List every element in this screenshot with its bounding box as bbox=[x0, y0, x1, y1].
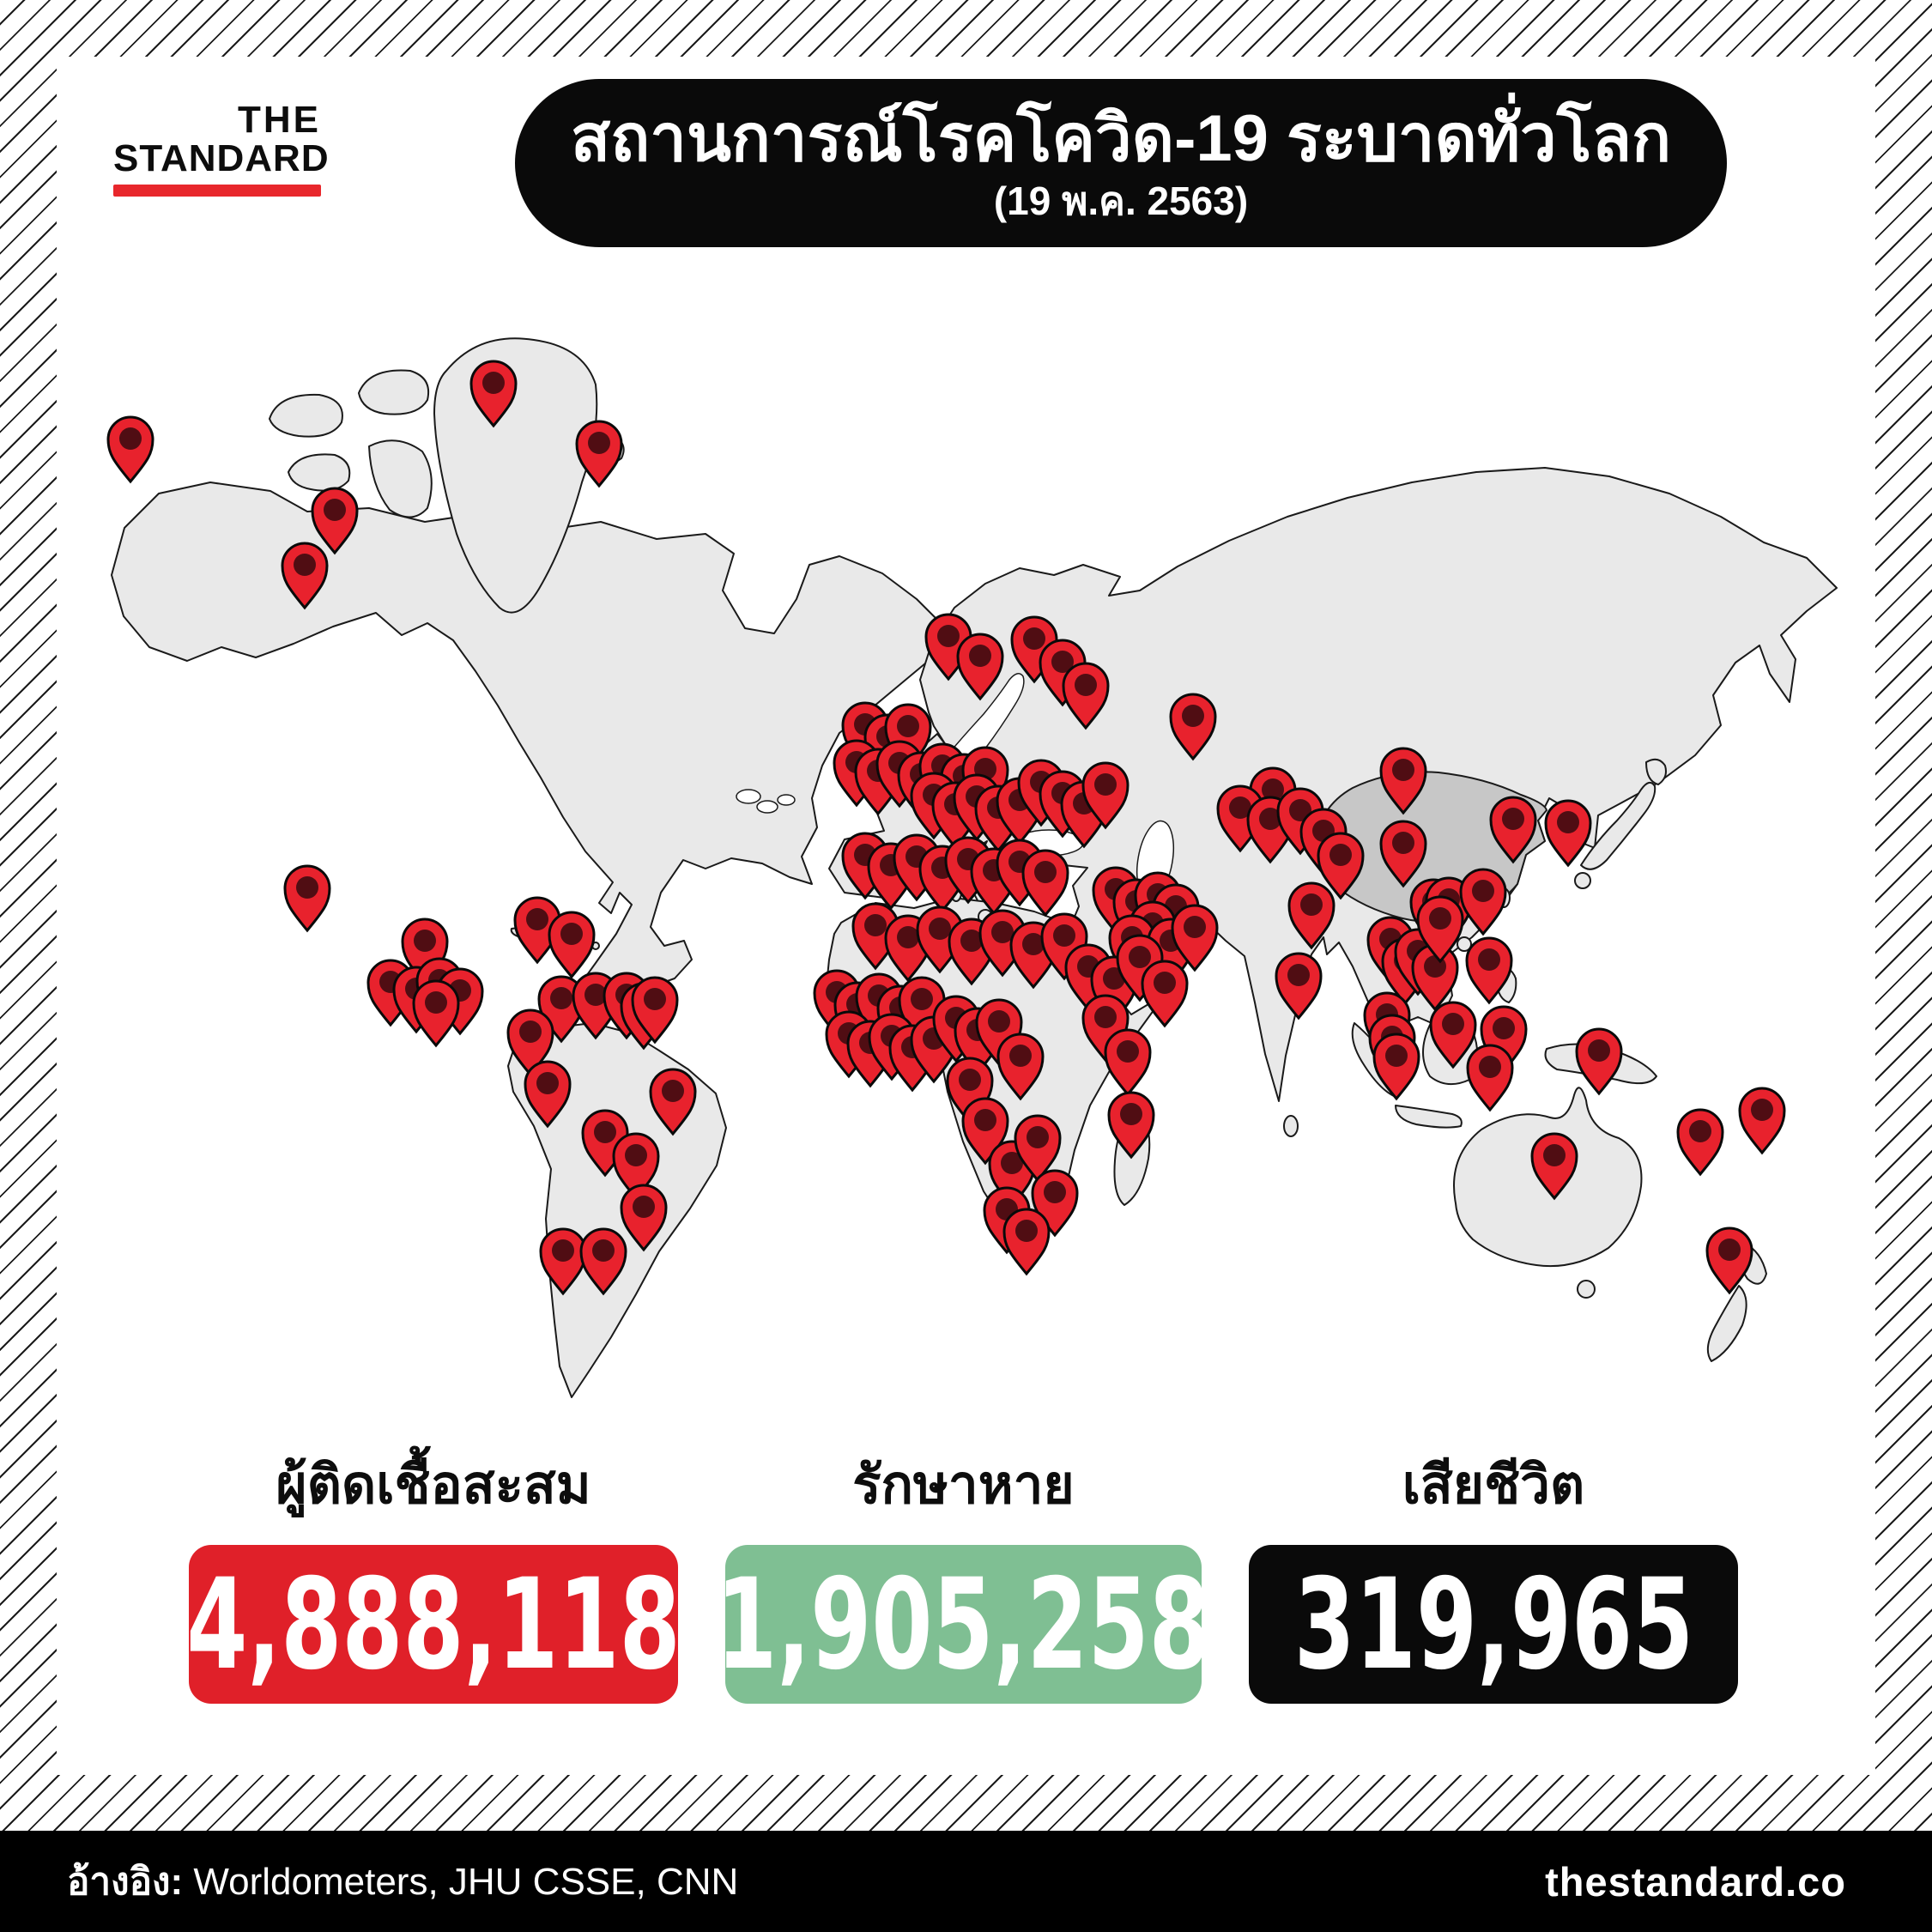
landmass-arctic-island bbox=[269, 393, 343, 438]
stat-recovered-box: 1,905,258 bbox=[717, 1545, 1210, 1704]
source-credit-label: อ้างอิง: bbox=[67, 1861, 184, 1903]
stat-deaths-box: 319,965 bbox=[1249, 1545, 1738, 1704]
stat-confirmed-value: 4,888,118 bbox=[186, 1551, 681, 1698]
map-pin bbox=[1575, 1027, 1623, 1095]
island-honshu-japan bbox=[1580, 781, 1656, 870]
stat-deaths-label: เสียชีวิต bbox=[1402, 1456, 1585, 1515]
logo-line1: THE bbox=[238, 99, 321, 141]
island-java bbox=[1395, 1105, 1463, 1129]
great-lake bbox=[756, 800, 778, 814]
island-kyushu-japan bbox=[1574, 872, 1591, 889]
source-credit-text: Worldometers, JHU CSSE, CNN bbox=[183, 1861, 739, 1903]
page-title: สถานการณ์โรคโควิด-19 ระบาดทั่วโลก bbox=[570, 101, 1672, 175]
stat-confirmed: ผู้ติดเชื้อสะสม 4,888,118 bbox=[186, 1432, 681, 1704]
source-credit: อ้างอิง: Worldometers, JHU CSSE, CNN bbox=[67, 1851, 738, 1911]
map-pin bbox=[1021, 849, 1069, 917]
stat-recovered-value: 1,905,258 bbox=[716, 1551, 1211, 1698]
map-pin bbox=[412, 979, 460, 1047]
map-pin bbox=[1466, 1044, 1514, 1111]
stat-recovered: รักษาหาย 1,905,258 bbox=[717, 1432, 1210, 1704]
landmass-baffin bbox=[368, 439, 433, 518]
map-pin bbox=[1676, 1108, 1724, 1176]
island-hainan bbox=[1457, 936, 1472, 952]
map-pin bbox=[1104, 1028, 1152, 1096]
island-new-zealand-south bbox=[1706, 1285, 1747, 1362]
map-pin bbox=[1544, 799, 1592, 867]
logo-red-underline bbox=[113, 185, 321, 197]
world-map bbox=[106, 337, 1838, 1398]
great-lake bbox=[777, 794, 796, 806]
map-pin bbox=[548, 911, 596, 978]
the-standard-logo: THE STANDARD bbox=[113, 99, 330, 197]
site-url: thestandard.co bbox=[1545, 1858, 1846, 1905]
island-hokkaido-japan bbox=[1645, 758, 1667, 785]
island-sri-lanka bbox=[1283, 1115, 1299, 1137]
great-lake bbox=[736, 789, 761, 804]
stat-deaths: เสียชีวิต 319,965 bbox=[1249, 1432, 1738, 1704]
map-pin bbox=[106, 415, 154, 483]
map-pin bbox=[1705, 1226, 1753, 1294]
stat-confirmed-label: ผู้ติดเชื้อสะสม bbox=[276, 1456, 591, 1515]
island-tasmania bbox=[1577, 1280, 1596, 1299]
stat-deaths-value: 319,965 bbox=[1293, 1551, 1693, 1698]
title-banner: สถานการณ์โรคโควิด-19 ระบาดทั่วโลก (19 พ.… bbox=[515, 79, 1727, 247]
landmass-north-america bbox=[111, 481, 943, 1061]
map-pin bbox=[1002, 1208, 1051, 1275]
page-subtitle-date: (19 พ.ค. 2563) bbox=[993, 178, 1249, 223]
landmass-arctic-island bbox=[288, 453, 351, 492]
footer-bar: อ้างอิง: Worldometers, JHU CSSE, CNN the… bbox=[0, 1831, 1932, 1932]
stat-confirmed-box: 4,888,118 bbox=[186, 1545, 681, 1704]
map-pin bbox=[1372, 1033, 1420, 1100]
landmass-greenland bbox=[433, 337, 598, 614]
landmass-arctic-island bbox=[358, 369, 429, 415]
map-pin bbox=[283, 864, 331, 932]
stat-recovered-label: รักษาหาย bbox=[852, 1456, 1075, 1515]
logo-line2: STANDARD bbox=[113, 137, 330, 179]
map-pin bbox=[1738, 1087, 1786, 1154]
